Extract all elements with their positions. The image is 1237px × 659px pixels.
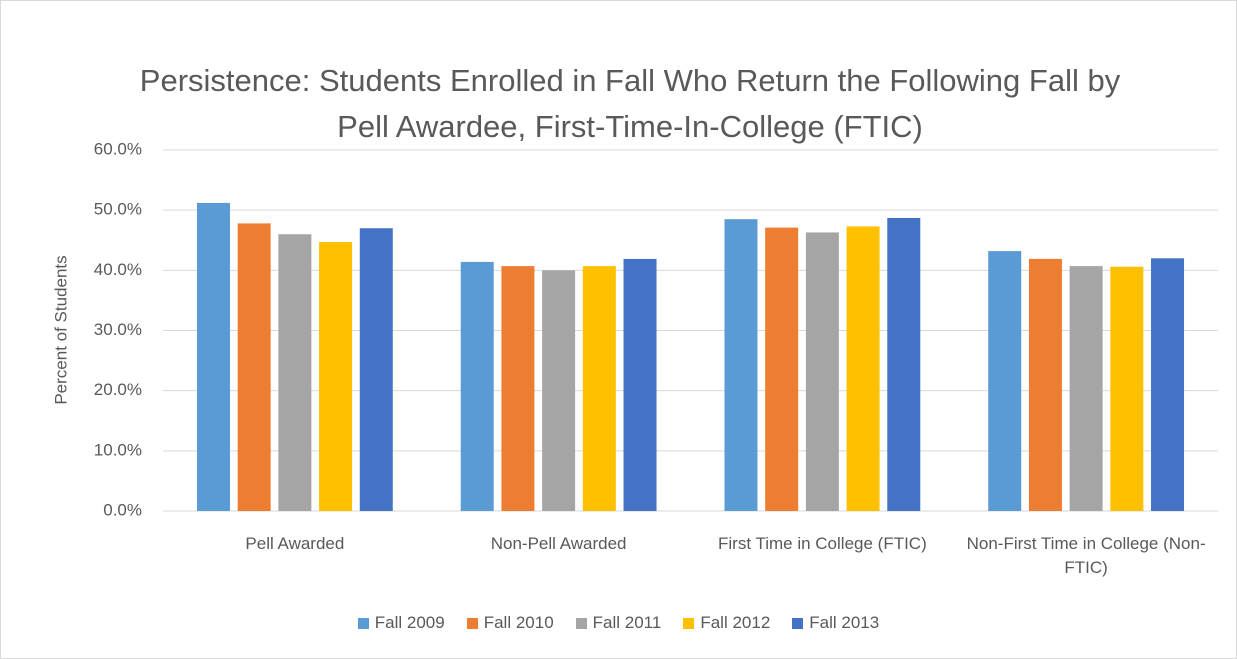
x-tick-label: Non-First Time in College (Non-FTIC) [966, 534, 1206, 577]
bar [582, 266, 616, 511]
bar [196, 202, 230, 512]
legend-swatch [466, 617, 478, 629]
legend-label: Fall 2011 [592, 613, 662, 632]
legend-swatch [357, 617, 369, 629]
legend-item: Fall 2012 [683, 613, 770, 633]
bar [1069, 266, 1103, 511]
legend-item: Fall 2010 [466, 613, 554, 633]
bar [460, 261, 494, 511]
y-tick-label: 20.0% [94, 380, 142, 399]
y-tick-label: 50.0% [94, 200, 142, 219]
y-tick-label: 30.0% [94, 320, 142, 339]
bar [724, 219, 758, 512]
bar [988, 251, 1022, 511]
bar [846, 226, 880, 511]
bar [805, 232, 839, 511]
chart-title: Persistence: Students Enrolled in Fall W… [139, 63, 1121, 144]
y-tick-label: 10.0% [94, 440, 142, 459]
legend-swatch [575, 617, 587, 629]
bar [501, 266, 535, 511]
bar [1151, 258, 1185, 511]
y-tick-label: 40.0% [94, 260, 142, 279]
legend: Fall 2009 Fall 2010 Fall 2011 Fall 2012 Fall… [0, 613, 1237, 633]
bar [1110, 266, 1144, 511]
bar [765, 227, 799, 512]
bar [359, 228, 393, 511]
x-tick-label: Pell Awarded [245, 534, 345, 553]
bar [887, 217, 921, 511]
y-tick-label: 0.0% [103, 500, 142, 519]
legend-swatch [683, 617, 695, 629]
bar [237, 223, 271, 512]
bar [278, 234, 312, 511]
y-axis-label: Percent of Students [51, 255, 70, 404]
legend-item: Fall 2013 [792, 613, 879, 633]
legend-label: Fall 2010 [483, 613, 554, 632]
bar [319, 242, 353, 511]
x-tick-label: First Time in College (FTIC) [718, 534, 927, 553]
bar [623, 258, 657, 511]
bar [542, 270, 576, 511]
legend-item: Fall 2011 [575, 613, 662, 633]
legend-label: Fall 2009 [374, 613, 445, 632]
bar [1028, 258, 1062, 511]
y-tick-label: 60.0% [94, 139, 142, 158]
legend-swatch [792, 617, 804, 629]
legend-label: Fall 2013 [809, 613, 880, 632]
x-tick-label: Non-Pell Awarded [490, 534, 627, 553]
legend-item: Fall 2009 [357, 613, 445, 633]
legend-label: Fall 2012 [700, 613, 771, 632]
